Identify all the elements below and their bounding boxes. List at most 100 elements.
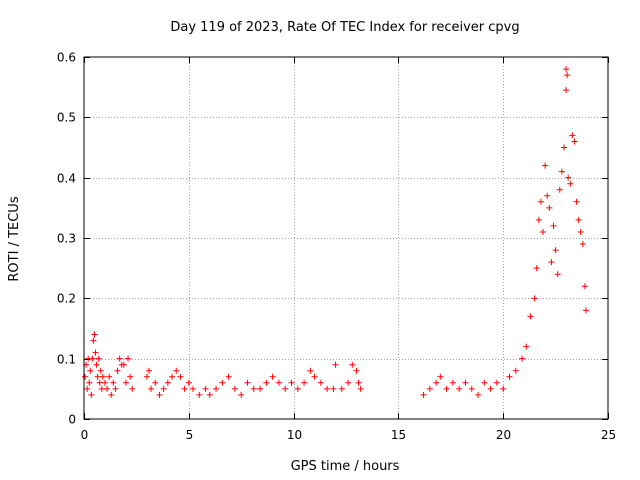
data-point <box>311 373 318 380</box>
data-point <box>542 162 549 169</box>
data-point <box>143 373 150 380</box>
x-axis-label: GPS time / hours <box>291 459 400 474</box>
data-point <box>546 204 553 211</box>
data-point <box>219 379 226 386</box>
data-point <box>579 241 586 248</box>
data-point <box>88 391 95 398</box>
data-point <box>196 391 203 398</box>
data-point <box>537 198 544 205</box>
data-point <box>548 259 555 266</box>
data-point <box>426 385 433 392</box>
data-point <box>169 373 176 380</box>
data-point <box>355 379 362 386</box>
grid <box>84 57 608 419</box>
y-axis-label: ROTI / TECUs <box>7 196 22 281</box>
data-point <box>87 367 94 374</box>
data-point <box>89 355 96 362</box>
data-point <box>338 385 345 392</box>
data-point <box>288 379 295 386</box>
data-point <box>238 391 245 398</box>
data-point <box>552 247 559 254</box>
data-point <box>301 379 308 386</box>
data-point <box>189 385 196 392</box>
data-point <box>95 355 102 362</box>
data-point <box>506 373 513 380</box>
data-point <box>110 379 117 386</box>
data-point <box>92 349 99 356</box>
data-point <box>127 373 134 380</box>
data-point <box>202 385 209 392</box>
data-point <box>523 343 530 350</box>
data-point <box>481 379 488 386</box>
data-point <box>177 373 184 380</box>
data-point <box>531 295 538 302</box>
data-point <box>213 385 220 392</box>
data-point <box>307 367 314 374</box>
data-point <box>512 367 519 374</box>
data-point <box>420 391 427 398</box>
data-point <box>527 313 534 320</box>
data-point <box>443 385 450 392</box>
data-point <box>353 367 360 374</box>
x-tick-label: 0 <box>81 428 89 442</box>
data-point <box>152 379 159 386</box>
data-point <box>500 385 507 392</box>
data-point <box>294 385 301 392</box>
data-point <box>263 379 270 386</box>
data-point <box>206 391 213 398</box>
x-tick-label: 15 <box>391 428 406 442</box>
data-point <box>317 379 324 386</box>
y-tick-label: 0.5 <box>57 111 76 125</box>
data-point <box>173 367 180 374</box>
data-point <box>106 373 113 380</box>
data-point <box>456 385 463 392</box>
data-point <box>98 385 105 392</box>
y-tick-label: 0.1 <box>57 353 76 367</box>
data-point <box>357 385 364 392</box>
data-point <box>577 228 584 235</box>
data-point <box>129 385 136 392</box>
data-point <box>108 391 115 398</box>
data-point <box>449 379 456 386</box>
data-point <box>120 361 127 368</box>
data-point <box>84 385 91 392</box>
data-point <box>563 66 570 73</box>
data-point <box>345 379 352 386</box>
data-point <box>148 385 155 392</box>
data-points <box>82 66 589 398</box>
data-point <box>324 385 331 392</box>
data-point <box>332 361 339 368</box>
y-tick-label: 0.4 <box>57 172 76 186</box>
data-point <box>535 216 542 223</box>
data-point <box>563 87 570 94</box>
data-point <box>567 180 574 187</box>
data-point <box>94 373 101 380</box>
data-point <box>185 379 192 386</box>
data-point <box>231 385 238 392</box>
y-tick-label: 0 <box>68 413 76 427</box>
x-tick-label: 25 <box>601 428 616 442</box>
data-point <box>282 385 289 392</box>
data-point <box>101 379 108 386</box>
y-tick-label: 0.3 <box>57 232 76 246</box>
data-point <box>569 132 576 139</box>
data-point <box>554 271 561 278</box>
data-point <box>433 379 440 386</box>
data-point <box>145 367 152 374</box>
data-point <box>519 355 526 362</box>
data-point <box>122 379 129 386</box>
data-point <box>349 361 356 368</box>
data-point <box>565 174 572 181</box>
data-point <box>91 331 98 338</box>
data-point <box>97 367 104 374</box>
data-point <box>250 385 257 392</box>
data-point <box>112 385 119 392</box>
data-point <box>582 307 589 314</box>
y-tick-label: 0.2 <box>57 292 76 306</box>
data-point <box>575 216 582 223</box>
data-point <box>257 385 264 392</box>
data-point <box>564 72 571 79</box>
x-tick-label: 5 <box>186 428 194 442</box>
data-point <box>475 391 482 398</box>
